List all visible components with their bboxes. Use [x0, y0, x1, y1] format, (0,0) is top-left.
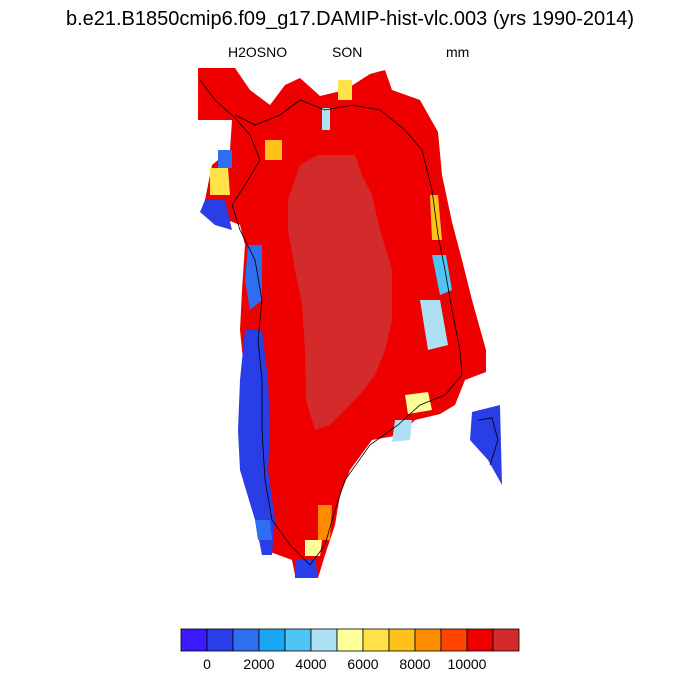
- colorbar-tick-label: 0: [203, 656, 211, 672]
- colorbar-cell: [180, 628, 208, 652]
- colorbar-cell: [284, 628, 312, 652]
- colorbar-tick-label: 4000: [295, 656, 327, 672]
- colorbar-tick-label: 8000: [399, 656, 431, 672]
- colorbar-cell: [440, 628, 468, 652]
- variable-label: H2OSNO: [228, 44, 288, 60]
- colorbar-cell: [362, 628, 390, 652]
- colorbar-cell: [310, 628, 338, 652]
- west-coast-low-snow: [200, 200, 318, 578]
- colorbar-cell: [388, 628, 416, 652]
- interior-plateau: [288, 155, 392, 430]
- coastline: [199, 79, 499, 566]
- colorbar-cell: [206, 628, 234, 652]
- colorbar-cell: [492, 628, 520, 652]
- colorbar-tick-label: 2000: [243, 656, 275, 672]
- colorbar-tick-label: 10000: [447, 656, 487, 672]
- colorbar-tick-label: 6000: [347, 656, 379, 672]
- northwest-coast: [210, 140, 332, 556]
- plot-title: b.e21.B1850cmip6.f09_g17.DAMIP-hist-vlc.…: [65, 8, 635, 30]
- season-label: SON: [332, 44, 363, 60]
- colorbar-cell: [258, 628, 286, 652]
- colorbar-cell: [232, 628, 260, 652]
- units-label: mm: [446, 44, 470, 60]
- colorbar-cell: [466, 628, 494, 652]
- colorbar-cell: [414, 628, 442, 652]
- colorbar-cell: [336, 628, 364, 652]
